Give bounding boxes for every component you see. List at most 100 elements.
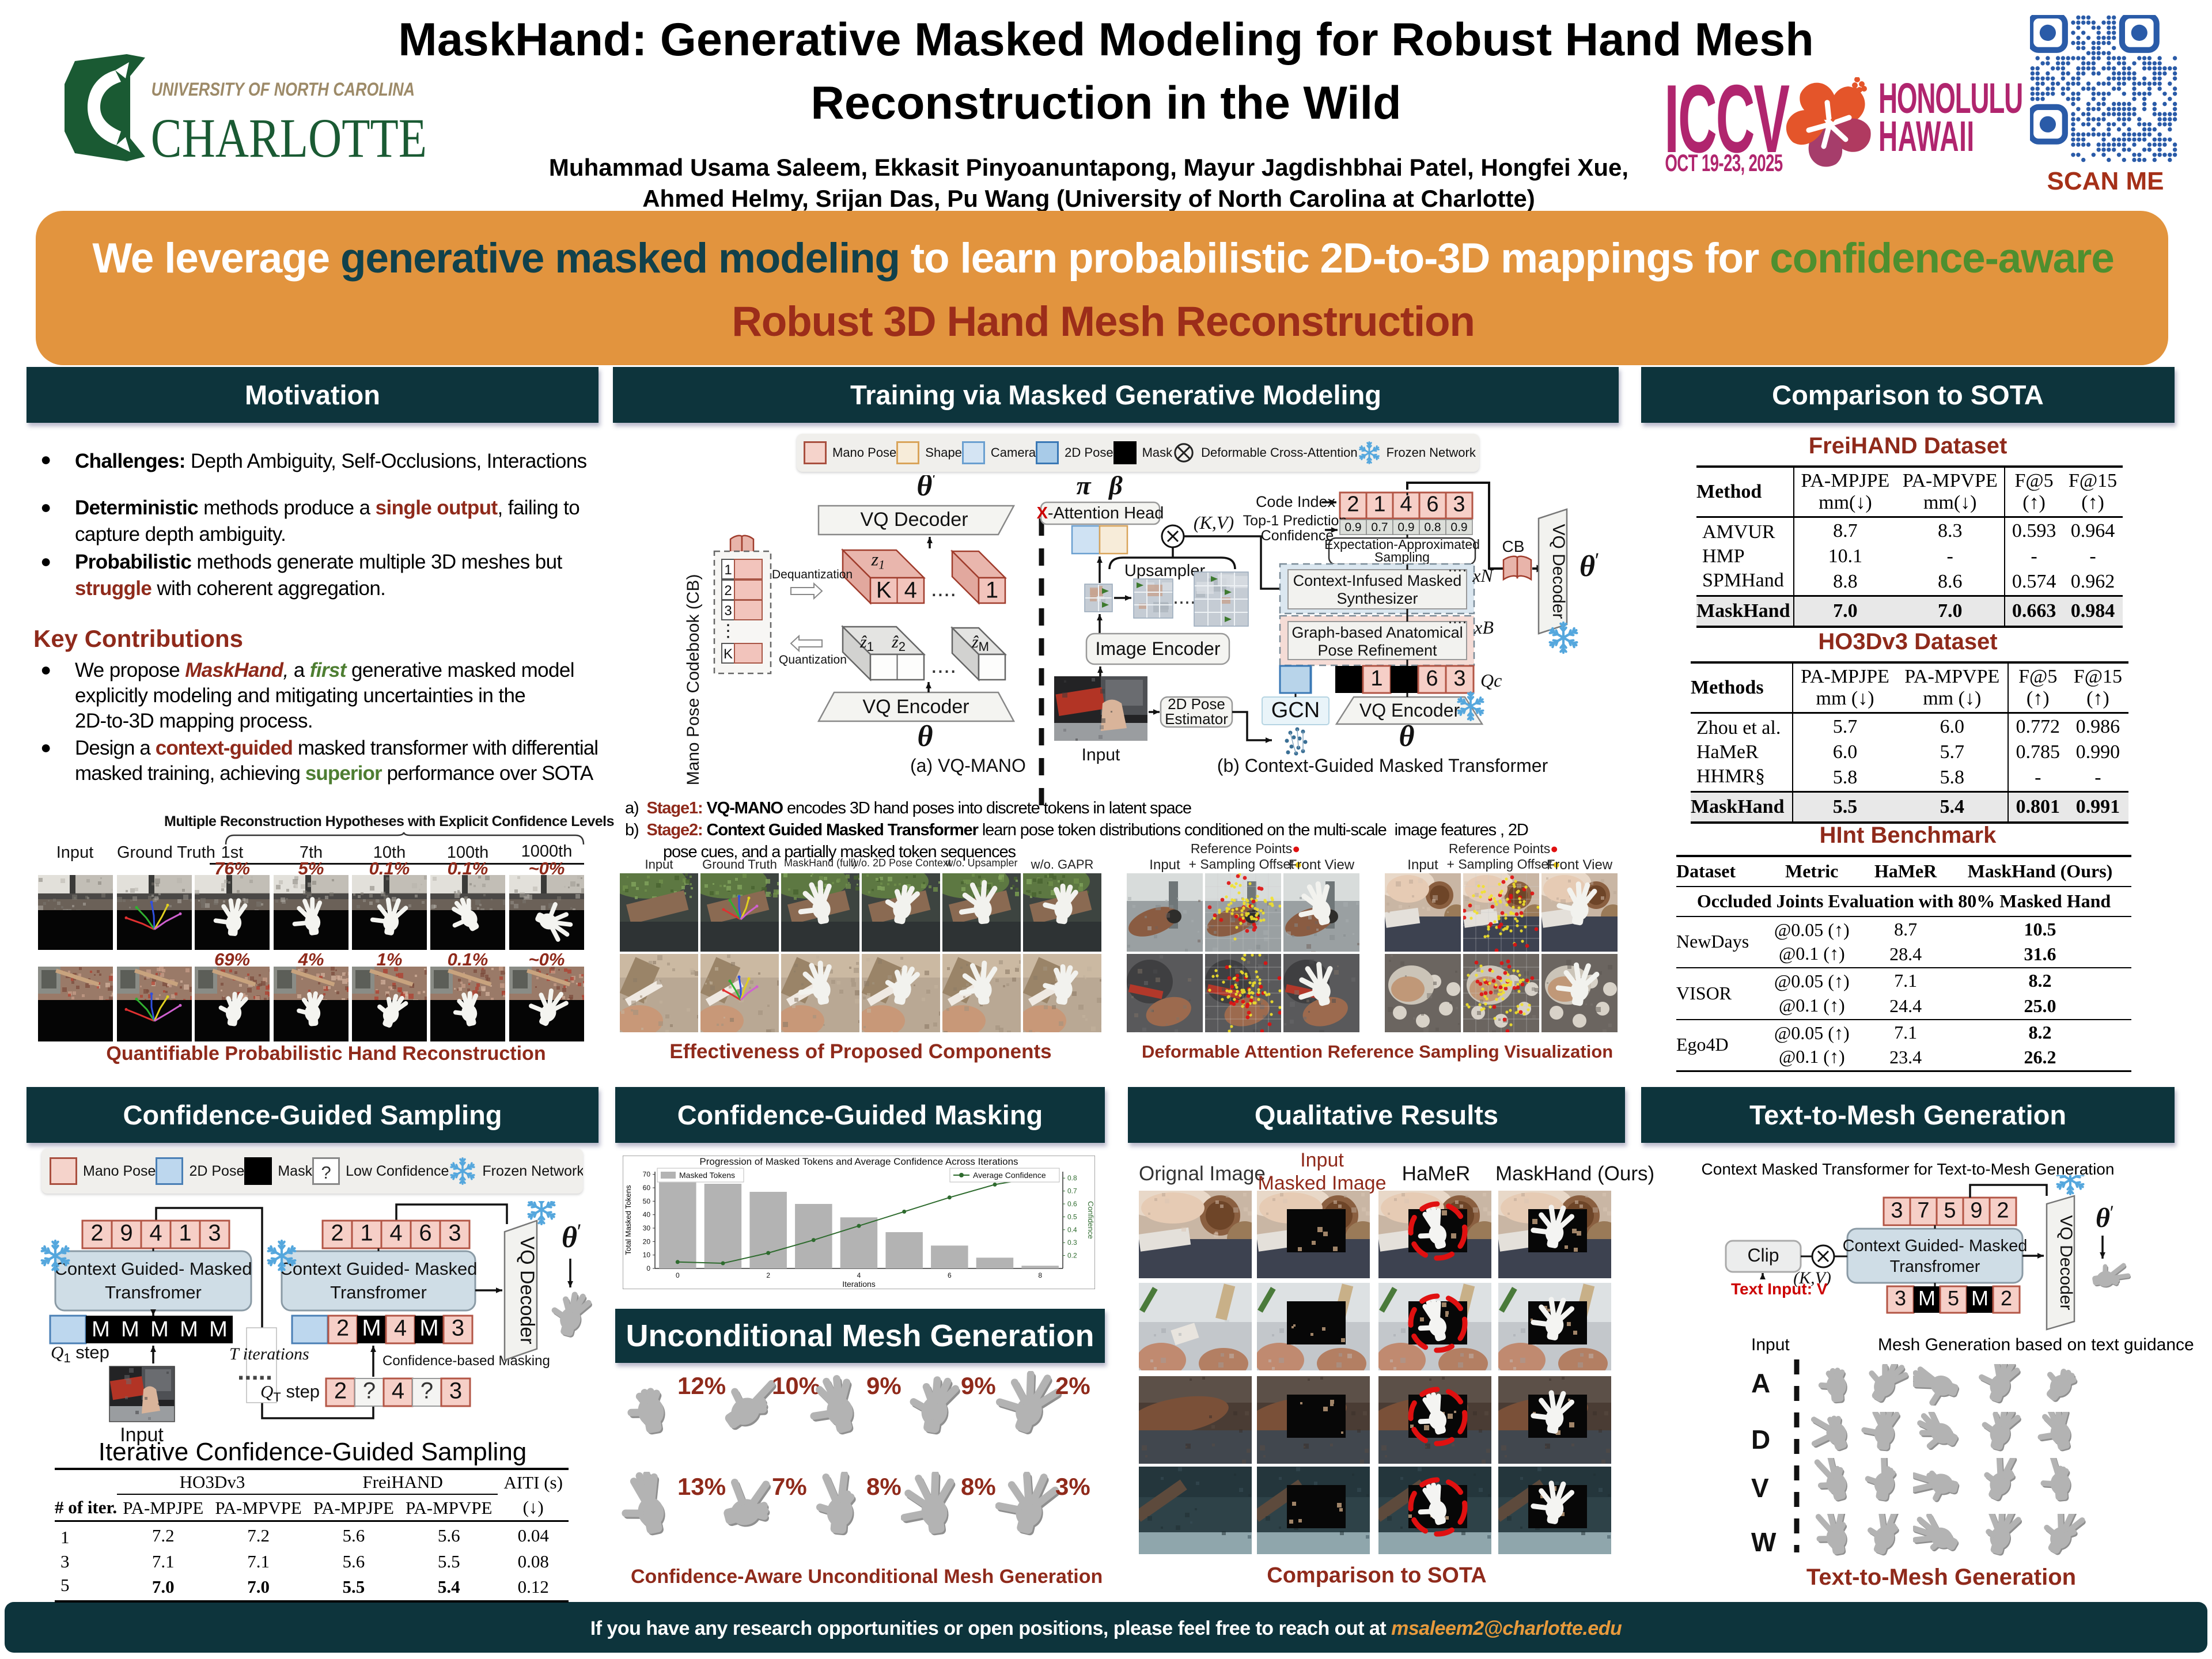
svg-text:3: 3 bbox=[1895, 1286, 1906, 1310]
svg-text:2: 2 bbox=[1997, 1199, 2009, 1223]
svg-text:ẑM: ẑM bbox=[971, 632, 989, 654]
svg-text:VQ Decoder: VQ Decoder bbox=[2056, 1215, 2075, 1310]
svg-text:(a) VQ-MANO: (a) VQ-MANO bbox=[910, 755, 1026, 776]
svg-text:2D Pose: 2D Pose bbox=[1168, 695, 1225, 713]
svg-text:Graph-based Anatomical: Graph-based Anatomical bbox=[1291, 624, 1463, 641]
svg-text:0.9: 0.9 bbox=[1397, 521, 1414, 534]
svg-text:Q1 step: Q1 step bbox=[51, 1342, 109, 1365]
svg-text:CB: CB bbox=[1502, 537, 1525, 555]
svg-text:6: 6 bbox=[948, 1271, 952, 1279]
svg-text:M: M bbox=[1971, 1286, 1988, 1310]
svg-text:xB: xB bbox=[1474, 617, 1494, 638]
svg-text:?: ? bbox=[363, 1378, 376, 1404]
svg-text:Dequantization: Dequantization bbox=[772, 568, 853, 581]
svg-text:UNIVERSITY OF NORTH CAROLINA: UNIVERSITY OF NORTH CAROLINA bbox=[151, 79, 415, 100]
svg-text:ICCV: ICCV bbox=[1664, 77, 1789, 173]
svg-text:M: M bbox=[180, 1317, 198, 1342]
svg-text:T iterations: T iterations bbox=[229, 1344, 309, 1363]
svg-text:4: 4 bbox=[857, 1271, 861, 1279]
svg-text:Top-1 Prediction: Top-1 Prediction bbox=[1243, 513, 1347, 529]
svg-text:VQ Decoder: VQ Decoder bbox=[860, 509, 968, 531]
svg-text:θ: θ bbox=[918, 720, 933, 753]
svg-text:VQ Decoder: VQ Decoder bbox=[516, 1236, 538, 1344]
svg-text:0.4: 0.4 bbox=[1067, 1226, 1077, 1234]
svg-text:θ′: θ′ bbox=[916, 475, 935, 502]
svg-text:0.8: 0.8 bbox=[1424, 521, 1441, 534]
svg-text:.....: ..... bbox=[237, 1357, 272, 1385]
svg-text:ẑ1: ẑ1 bbox=[859, 632, 874, 654]
svg-text:4: 4 bbox=[389, 1221, 402, 1246]
svg-text:Confidence: Confidence bbox=[1086, 1201, 1095, 1239]
svg-text:Transfromer: Transfromer bbox=[105, 1282, 202, 1302]
svg-text:40: 40 bbox=[643, 1211, 651, 1219]
svg-text:....: .... bbox=[1173, 585, 1196, 608]
svg-text:β: β bbox=[1108, 475, 1123, 500]
svg-text:Input: Input bbox=[1082, 745, 1120, 764]
svg-text:Text Input: V: Text Input: V bbox=[1731, 1280, 1828, 1298]
svg-text:Confidence-based Masking: Confidence-based Masking bbox=[382, 1353, 550, 1369]
svg-text:2: 2 bbox=[1347, 492, 1359, 516]
svg-text:θ′: θ′ bbox=[1580, 550, 1599, 583]
svg-text:QT step: QT step bbox=[260, 1381, 320, 1404]
svg-text:6: 6 bbox=[419, 1221, 431, 1246]
svg-text:2: 2 bbox=[334, 1378, 347, 1404]
svg-text:Image Encoder: Image Encoder bbox=[1095, 638, 1220, 659]
svg-text:3: 3 bbox=[452, 1316, 464, 1341]
svg-text:Total Masked Tokens: Total Masked Tokens bbox=[624, 1185, 632, 1255]
svg-text:Context Guided- Masked: Context Guided- Masked bbox=[1843, 1237, 2028, 1255]
svg-text:....: .... bbox=[1448, 556, 1467, 575]
svg-text:9: 9 bbox=[120, 1221, 132, 1246]
svg-text:Synthesizer: Synthesizer bbox=[1336, 590, 1418, 607]
svg-text:4: 4 bbox=[149, 1221, 162, 1246]
svg-text:Estimator: Estimator bbox=[1165, 710, 1228, 728]
svg-text:....: .... bbox=[1448, 608, 1467, 627]
svg-text:....: .... bbox=[931, 576, 956, 601]
svg-text:0.5: 0.5 bbox=[1067, 1213, 1077, 1221]
svg-text:3: 3 bbox=[1891, 1199, 1903, 1223]
svg-text:1: 1 bbox=[360, 1221, 373, 1246]
svg-text:6: 6 bbox=[1426, 492, 1438, 516]
svg-text:HAWAII: HAWAII bbox=[1878, 113, 1975, 161]
svg-text:K: K bbox=[724, 646, 733, 662]
svg-text:0: 0 bbox=[646, 1264, 650, 1272]
svg-text:8: 8 bbox=[1038, 1271, 1042, 1279]
svg-text:(K,V): (K,V) bbox=[1194, 512, 1234, 533]
svg-text:3: 3 bbox=[724, 603, 732, 619]
svg-text:M: M bbox=[150, 1317, 169, 1342]
svg-text:X-Attention Head: X-Attention Head bbox=[1037, 504, 1164, 522]
svg-text:M: M bbox=[209, 1317, 228, 1342]
svg-text:2: 2 bbox=[331, 1221, 343, 1246]
svg-text:1: 1 bbox=[179, 1221, 191, 1246]
svg-text:Expectation-Approximated: Expectation-Approximated bbox=[1324, 537, 1480, 552]
svg-text:HONOLULU: HONOLULU bbox=[1878, 77, 2022, 123]
svg-text:4: 4 bbox=[394, 1316, 407, 1341]
svg-text:Context Guided- Masked: Context Guided- Masked bbox=[280, 1259, 478, 1279]
svg-text:1: 1 bbox=[986, 577, 998, 603]
svg-text:3: 3 bbox=[1453, 666, 1465, 691]
svg-text:VQ Decoder: VQ Decoder bbox=[1549, 524, 1568, 619]
svg-text:2: 2 bbox=[90, 1221, 103, 1246]
svg-text:0.9: 0.9 bbox=[1450, 521, 1467, 534]
svg-text:θ: θ bbox=[1399, 720, 1415, 753]
svg-text:0.6: 0.6 bbox=[1067, 1200, 1077, 1208]
svg-text:Average Confidence: Average Confidence bbox=[973, 1171, 1046, 1180]
svg-text:Quantization: Quantization bbox=[779, 653, 847, 666]
svg-text:Clip: Clip bbox=[1747, 1245, 1779, 1266]
svg-text:20: 20 bbox=[643, 1237, 651, 1245]
svg-text:2: 2 bbox=[724, 583, 732, 599]
svg-text:10: 10 bbox=[643, 1251, 651, 1259]
svg-text:1: 1 bbox=[1373, 492, 1385, 516]
svg-text:3: 3 bbox=[448, 1221, 461, 1246]
svg-text:1: 1 bbox=[724, 562, 732, 578]
svg-text:Pose Refinement: Pose Refinement bbox=[1317, 642, 1437, 659]
svg-text:Sampling: Sampling bbox=[1374, 550, 1430, 565]
svg-text:Upsampler: Upsampler bbox=[1124, 562, 1206, 580]
svg-text:3: 3 bbox=[449, 1378, 462, 1404]
svg-text:VQ Encoder: VQ Encoder bbox=[862, 696, 969, 718]
svg-text:OCT 19-23, 2025: OCT 19-23, 2025 bbox=[1665, 149, 1782, 176]
svg-text:5: 5 bbox=[1948, 1286, 1959, 1310]
svg-text:0.7: 0.7 bbox=[1067, 1187, 1077, 1195]
svg-text:M: M bbox=[419, 1316, 438, 1341]
svg-text:M: M bbox=[121, 1317, 139, 1342]
svg-text:Progression of Masked Tokens a: Progression of Masked Tokens and Average… bbox=[699, 1156, 1018, 1167]
